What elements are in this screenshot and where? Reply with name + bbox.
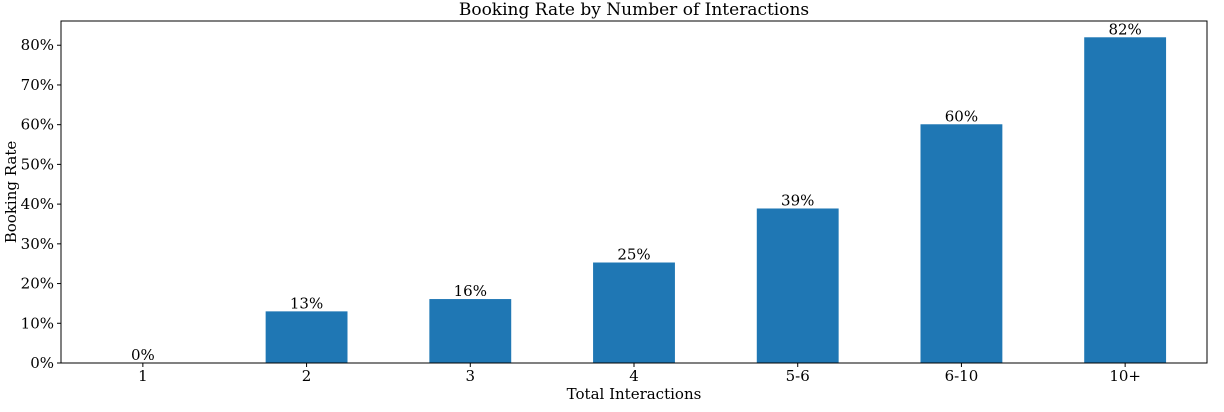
x-tick-label-5-6: 5-6 [786, 367, 810, 385]
bar-2 [265, 311, 348, 363]
y-tick-label-30: 30% [21, 235, 54, 253]
data-label-3: 16% [454, 282, 487, 300]
bar-3 [429, 299, 512, 363]
data-label-1: 0% [131, 346, 155, 364]
x-tick-label-2: 2 [302, 367, 312, 385]
x-axis-label: Total Interactions [567, 385, 702, 403]
y-tick-label-10: 10% [21, 314, 54, 332]
x-tick-label-10+: 10+ [1109, 367, 1141, 385]
y-tick-label-70: 70% [21, 76, 54, 94]
x-tick-label-1: 1 [138, 367, 148, 385]
y-tick-label-40: 40% [21, 195, 54, 213]
y-axis-label: Booking Rate [2, 141, 20, 244]
y-tick-label-20: 20% [21, 275, 54, 293]
data-label-6-10: 60% [945, 107, 978, 125]
y-tick-label-0: 0% [30, 354, 54, 372]
bar-5-6 [756, 208, 839, 363]
y-tick-label-60: 60% [21, 116, 54, 134]
x-tick-label-4: 4 [629, 367, 639, 385]
x-tick-label-3: 3 [466, 367, 476, 385]
data-label-2: 13% [290, 294, 323, 312]
data-label-4: 25% [617, 246, 650, 264]
bar-10+ [1084, 37, 1167, 364]
plot-area: 0% 13% 16% 25% 39% 60% 82% 0% 10% 20% 30% 40% 50% 60%… [21, 20, 1208, 385]
y-tick-label-50: 50% [21, 155, 54, 173]
data-label-10+: 82% [1108, 20, 1141, 38]
data-label-5-6: 39% [781, 191, 814, 209]
chart-title: Booking Rate by Number of Interactions [459, 0, 809, 20]
y-tick-label-80: 80% [21, 36, 54, 54]
bar-6-10 [920, 124, 1003, 363]
x-tick-label-6-10: 6-10 [945, 367, 979, 385]
bar-4 [593, 262, 675, 363]
